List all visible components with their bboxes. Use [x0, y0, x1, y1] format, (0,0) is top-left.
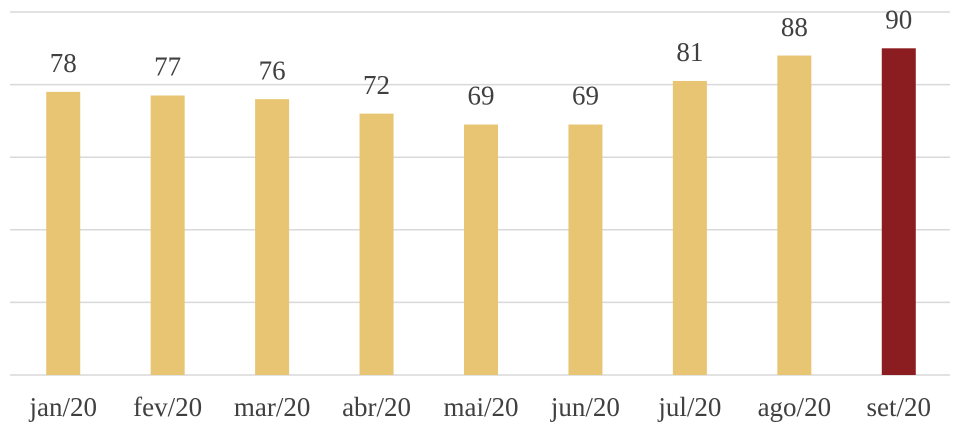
bar	[777, 55, 812, 376]
data-label: 81	[676, 37, 703, 67]
bar	[881, 48, 916, 376]
bar	[46, 91, 81, 376]
x-tick-label: abr/20	[342, 392, 411, 422]
bar	[255, 99, 290, 376]
data-label: 77	[154, 52, 181, 82]
bar	[150, 95, 185, 376]
data-label: 69	[468, 81, 495, 111]
x-tick-label: jul/20	[657, 392, 721, 422]
bar	[359, 113, 394, 375]
data-label: 69	[572, 81, 599, 111]
data-label: 78	[50, 48, 77, 78]
data-label: 72	[363, 70, 390, 100]
data-label: 76	[259, 55, 286, 85]
data-label: 90	[885, 5, 912, 35]
x-tick-label: mar/20	[234, 392, 310, 422]
bar	[568, 124, 603, 375]
data-label: 88	[781, 12, 808, 42]
x-tick-label: ago/20	[758, 392, 832, 422]
x-tick-label: fev/20	[133, 392, 202, 422]
x-tick-label: set/20	[867, 392, 932, 422]
bar	[672, 80, 707, 375]
x-tick-label: jun/20	[550, 392, 620, 422]
bar	[464, 124, 498, 375]
x-tick-label: mai/20	[444, 392, 519, 422]
x-tick-label: jan/20	[28, 392, 97, 422]
